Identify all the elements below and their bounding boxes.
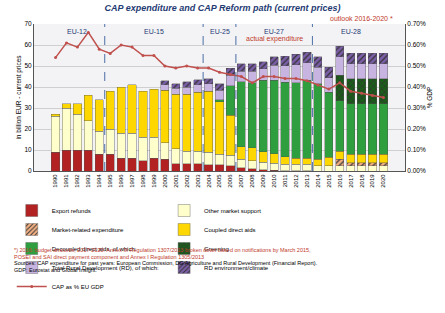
svg-text:2004: 2004 [206,174,212,188]
svg-text:1992: 1992 [74,174,80,188]
svg-text:2013: 2013 [304,174,310,188]
svg-text:10: 10 [24,146,32,153]
svg-text:1999: 1999 [151,174,157,188]
svg-text:70: 70 [24,20,32,27]
svg-text:2001: 2001 [173,174,179,188]
svg-text:*) 2016: budget amounts; 2017-: *) 2016: budget amounts; 2017-2020: Anne… [14,247,311,260]
svg-text:1990: 1990 [53,174,59,188]
svg-text:2000: 2000 [162,174,168,188]
svg-text:Other market support: Other market support [204,208,261,214]
svg-text:2002: 2002 [184,174,190,188]
svg-text:0: 0 [28,167,32,174]
svg-text:2006: 2006 [227,174,233,188]
svg-text:% GDP: % GDP [426,87,433,109]
svg-text:30: 30 [24,104,32,111]
svg-text:1991: 1991 [63,174,69,188]
svg-text:outlook 2016-2020 *: outlook 2016-2020 * [330,15,393,22]
svg-text:2019: 2019 [369,174,375,188]
svg-text:2011: 2011 [282,174,288,188]
svg-text:2007: 2007 [238,174,244,188]
svg-text:40: 40 [24,83,32,90]
svg-text:Decoupled direct aids, of whic: Decoupled direct aids, of which: [52,246,137,252]
svg-text:EU-12: EU-12 [67,28,87,35]
svg-text:0.60%: 0.60% [407,41,426,48]
svg-text:EU-28: EU-28 [341,28,361,35]
svg-text:50: 50 [24,62,32,69]
svg-text:0.30%: 0.30% [407,104,426,111]
svg-text:Export refunds: Export refunds [52,208,91,214]
svg-text:actual expenditure: actual expenditure [246,35,303,43]
svg-text:2009: 2009 [260,174,266,188]
svg-text:EU-25: EU-25 [210,28,230,35]
svg-text:1995: 1995 [107,174,113,188]
svg-text:2012: 2012 [293,174,299,188]
svg-text:0.00%: 0.00% [407,167,426,174]
svg-text:Coupled direct aids: Coupled direct aids [204,227,255,233]
svg-text:0.50%: 0.50% [407,62,426,69]
svg-text:60: 60 [24,41,32,48]
svg-text:2003: 2003 [195,174,201,188]
svg-text:2016: 2016 [337,174,343,188]
svg-text:Sources: CAP expenditure for p: Sources: CAP expenditure for past years:… [14,260,318,273]
svg-text:1993: 1993 [85,174,91,188]
svg-text:20: 20 [24,125,32,132]
svg-text:2008: 2008 [249,174,255,188]
svg-text:EU-15: EU-15 [144,28,164,35]
svg-text:Greening: Greening [204,246,229,252]
svg-text:2017: 2017 [348,174,354,188]
svg-text:1997: 1997 [129,174,135,188]
svg-text:1996: 1996 [118,174,124,188]
svg-text:CAP as % EU GDP: CAP as % EU GDP [52,284,104,290]
svg-text:2014: 2014 [315,174,321,188]
svg-text:in billion EUR - current price: in billion EUR - current prices [15,55,23,140]
svg-text:Total Rural Development (RD),: Total Rural Development (RD), of which: [52,265,159,271]
svg-text:2018: 2018 [359,174,365,188]
svg-text:0.10%: 0.10% [407,146,426,153]
svg-text:RD environment/climate: RD environment/climate [204,265,269,271]
svg-text:0.40%: 0.40% [407,83,426,90]
svg-text:0.70%: 0.70% [407,20,426,27]
svg-text:2005: 2005 [216,174,222,188]
svg-text:EU-27: EU-27 [264,28,284,35]
svg-text:1994: 1994 [96,174,102,188]
svg-text:2010: 2010 [271,174,277,188]
svg-text:1998: 1998 [140,174,146,188]
svg-text:CAP expenditure and CAP Reform: CAP expenditure and CAP Reform path (cur… [105,3,341,13]
svg-text:Market-related expenditure: Market-related expenditure [52,227,124,233]
svg-text:2015: 2015 [326,174,332,188]
svg-text:0.20%: 0.20% [407,125,426,132]
svg-text:2020: 2020 [380,174,386,188]
